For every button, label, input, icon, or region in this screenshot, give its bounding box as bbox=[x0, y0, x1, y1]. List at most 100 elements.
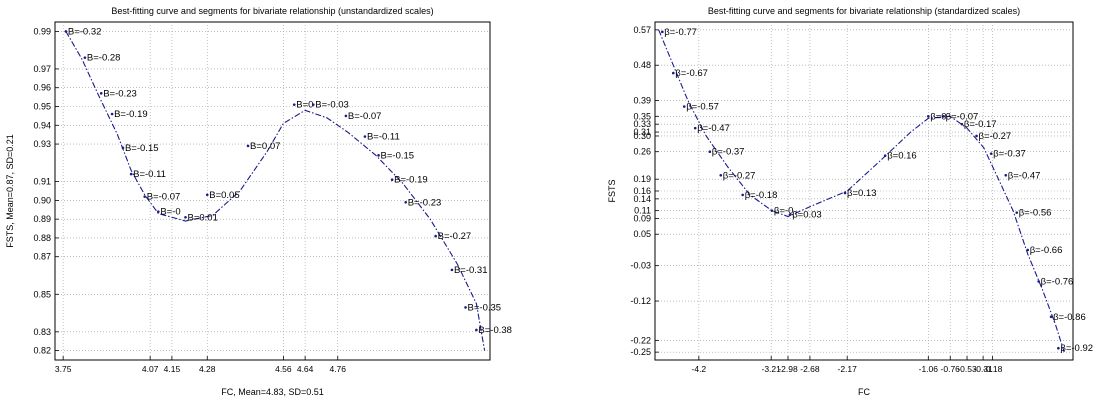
y-tick-label: 0.35 bbox=[633, 111, 651, 121]
x-tick-label: -2.68 bbox=[800, 364, 820, 374]
x-axis-label: FC, Mean=4.83, SD=0.51 bbox=[221, 387, 324, 397]
segment-point bbox=[390, 178, 394, 182]
y-tick-label: 0.05 bbox=[633, 229, 651, 239]
segment-point bbox=[184, 215, 187, 219]
segment-point bbox=[246, 144, 250, 148]
segment-label: β=-0.47 bbox=[1008, 170, 1041, 181]
segment-point bbox=[741, 193, 744, 197]
y-tick-label: 0.90 bbox=[33, 195, 51, 205]
segment-label: β=-0.92 bbox=[1060, 343, 1093, 354]
y-tick-label: 0.94 bbox=[33, 120, 51, 130]
x-tick-label: -0.31 bbox=[973, 364, 993, 374]
segment-point bbox=[770, 209, 774, 212]
x-tick-label: -0.53 bbox=[957, 364, 977, 374]
segment-label: β=-0.27 bbox=[723, 170, 756, 181]
segment-label: B=-0.03 bbox=[315, 100, 349, 111]
y-tick-label: 0.11 bbox=[634, 206, 651, 216]
x-tick-label: -1.06 bbox=[919, 364, 939, 374]
segment-point bbox=[1057, 346, 1060, 350]
y-tick-label: 0.26 bbox=[633, 147, 651, 157]
plot-area bbox=[54, 21, 491, 361]
segment-label: β=-0.77 bbox=[664, 27, 697, 38]
segment-label: β=0.16 bbox=[887, 151, 917, 162]
x-tick-label: -3.21 bbox=[762, 364, 782, 374]
segment-label: B=-0.15 bbox=[381, 150, 415, 161]
segment-label: B=0.01 bbox=[188, 212, 218, 223]
segment-label: B=-0.11 bbox=[367, 132, 400, 143]
segment-label: β=-0.56 bbox=[1019, 208, 1052, 219]
segment-point bbox=[693, 126, 697, 130]
segment-label: B=-0.31 bbox=[454, 265, 488, 276]
segment-label: B=-0.28 bbox=[87, 53, 121, 64]
segment-point bbox=[344, 114, 348, 118]
y-tick-label: 0.83 bbox=[33, 327, 51, 337]
segment-point bbox=[292, 103, 296, 106]
y-axis-label: FSTS, Mean=0.87, SD=0.21 bbox=[5, 134, 15, 248]
x-tick-label: -2.98 bbox=[778, 364, 798, 374]
segment-point bbox=[1004, 173, 1008, 177]
segment-point bbox=[960, 122, 964, 126]
segment-label: B=-0.23 bbox=[408, 197, 442, 208]
y-tick-label: 0.95 bbox=[33, 102, 51, 112]
y-tick-label: -0.25 bbox=[630, 347, 651, 357]
segment-point bbox=[883, 154, 887, 157]
segment-point bbox=[475, 328, 478, 332]
segment-label: β=-0.07 bbox=[946, 111, 979, 122]
segment-point bbox=[661, 30, 664, 34]
segment-point bbox=[434, 234, 437, 238]
segment-point bbox=[143, 195, 147, 198]
segment-point bbox=[671, 71, 675, 75]
segment-point bbox=[377, 154, 380, 157]
y-tick-label: 0.99 bbox=[33, 26, 51, 36]
segment-point bbox=[708, 150, 712, 153]
y-tick-label: 0.33 bbox=[633, 119, 651, 129]
segment-label: B=-0.32 bbox=[68, 26, 102, 37]
y-tick-label: 0.97 bbox=[33, 64, 51, 74]
best-fit-curve bbox=[65, 31, 486, 351]
y-tick-label: 0.19 bbox=[633, 174, 651, 184]
segment-label: B=-0.15 bbox=[125, 143, 159, 154]
segment-label: β=-0.47 bbox=[697, 123, 730, 134]
x-tick-label: -4.2 bbox=[692, 364, 707, 374]
segment-label: B=-0.38 bbox=[478, 325, 512, 336]
y-tick-label: 0.57 bbox=[633, 25, 651, 35]
best-fit-curve bbox=[658, 29, 1065, 353]
segment-point bbox=[363, 135, 367, 138]
segment-point bbox=[157, 210, 160, 213]
segment-label: β=0.03 bbox=[792, 210, 822, 221]
y-tick-label: 0.14 bbox=[633, 194, 651, 204]
segment-label: B=-0.23 bbox=[103, 88, 137, 99]
x-tick-label: -0.18 bbox=[983, 364, 1003, 374]
segment-point bbox=[975, 134, 978, 138]
y-tick-label: 0.82 bbox=[33, 346, 51, 356]
x-tick-label: -0.76 bbox=[941, 364, 961, 374]
segment-point bbox=[788, 213, 792, 216]
segment-point bbox=[404, 200, 408, 204]
segment-label: β=-0.86 bbox=[1053, 312, 1086, 323]
x-tick-label: 4.15 bbox=[164, 364, 181, 374]
segment-label: β=0.13 bbox=[847, 188, 877, 199]
segment-point bbox=[99, 92, 103, 95]
chart-title: Best-fitting curve and segments for biva… bbox=[708, 6, 1020, 16]
y-tick-label: -0.12 bbox=[630, 296, 651, 306]
segment-point bbox=[205, 193, 209, 197]
segment-point bbox=[64, 30, 68, 33]
segment-point bbox=[450, 268, 454, 272]
segment-label: β=-0.76 bbox=[1041, 276, 1074, 287]
segment-label: B=-0.19 bbox=[114, 109, 148, 120]
segment-point bbox=[682, 105, 686, 108]
segment-point bbox=[1037, 280, 1040, 283]
x-tick-label: 4.07 bbox=[142, 364, 159, 374]
segment-point bbox=[1015, 211, 1019, 214]
segment-label: β=-0.37 bbox=[993, 149, 1026, 160]
x-tick-label: -2.17 bbox=[838, 364, 858, 374]
x-tick-label: 4.64 bbox=[297, 364, 314, 374]
x-tick-label: 3.75 bbox=[55, 364, 72, 374]
segment-point bbox=[843, 191, 847, 195]
segment-point bbox=[989, 152, 993, 155]
y-tick-label: 0.31 bbox=[633, 127, 651, 137]
segment-point bbox=[927, 115, 930, 118]
y-tick-label: 0.85 bbox=[33, 289, 51, 299]
y-tick-label: 0.93 bbox=[33, 139, 51, 149]
